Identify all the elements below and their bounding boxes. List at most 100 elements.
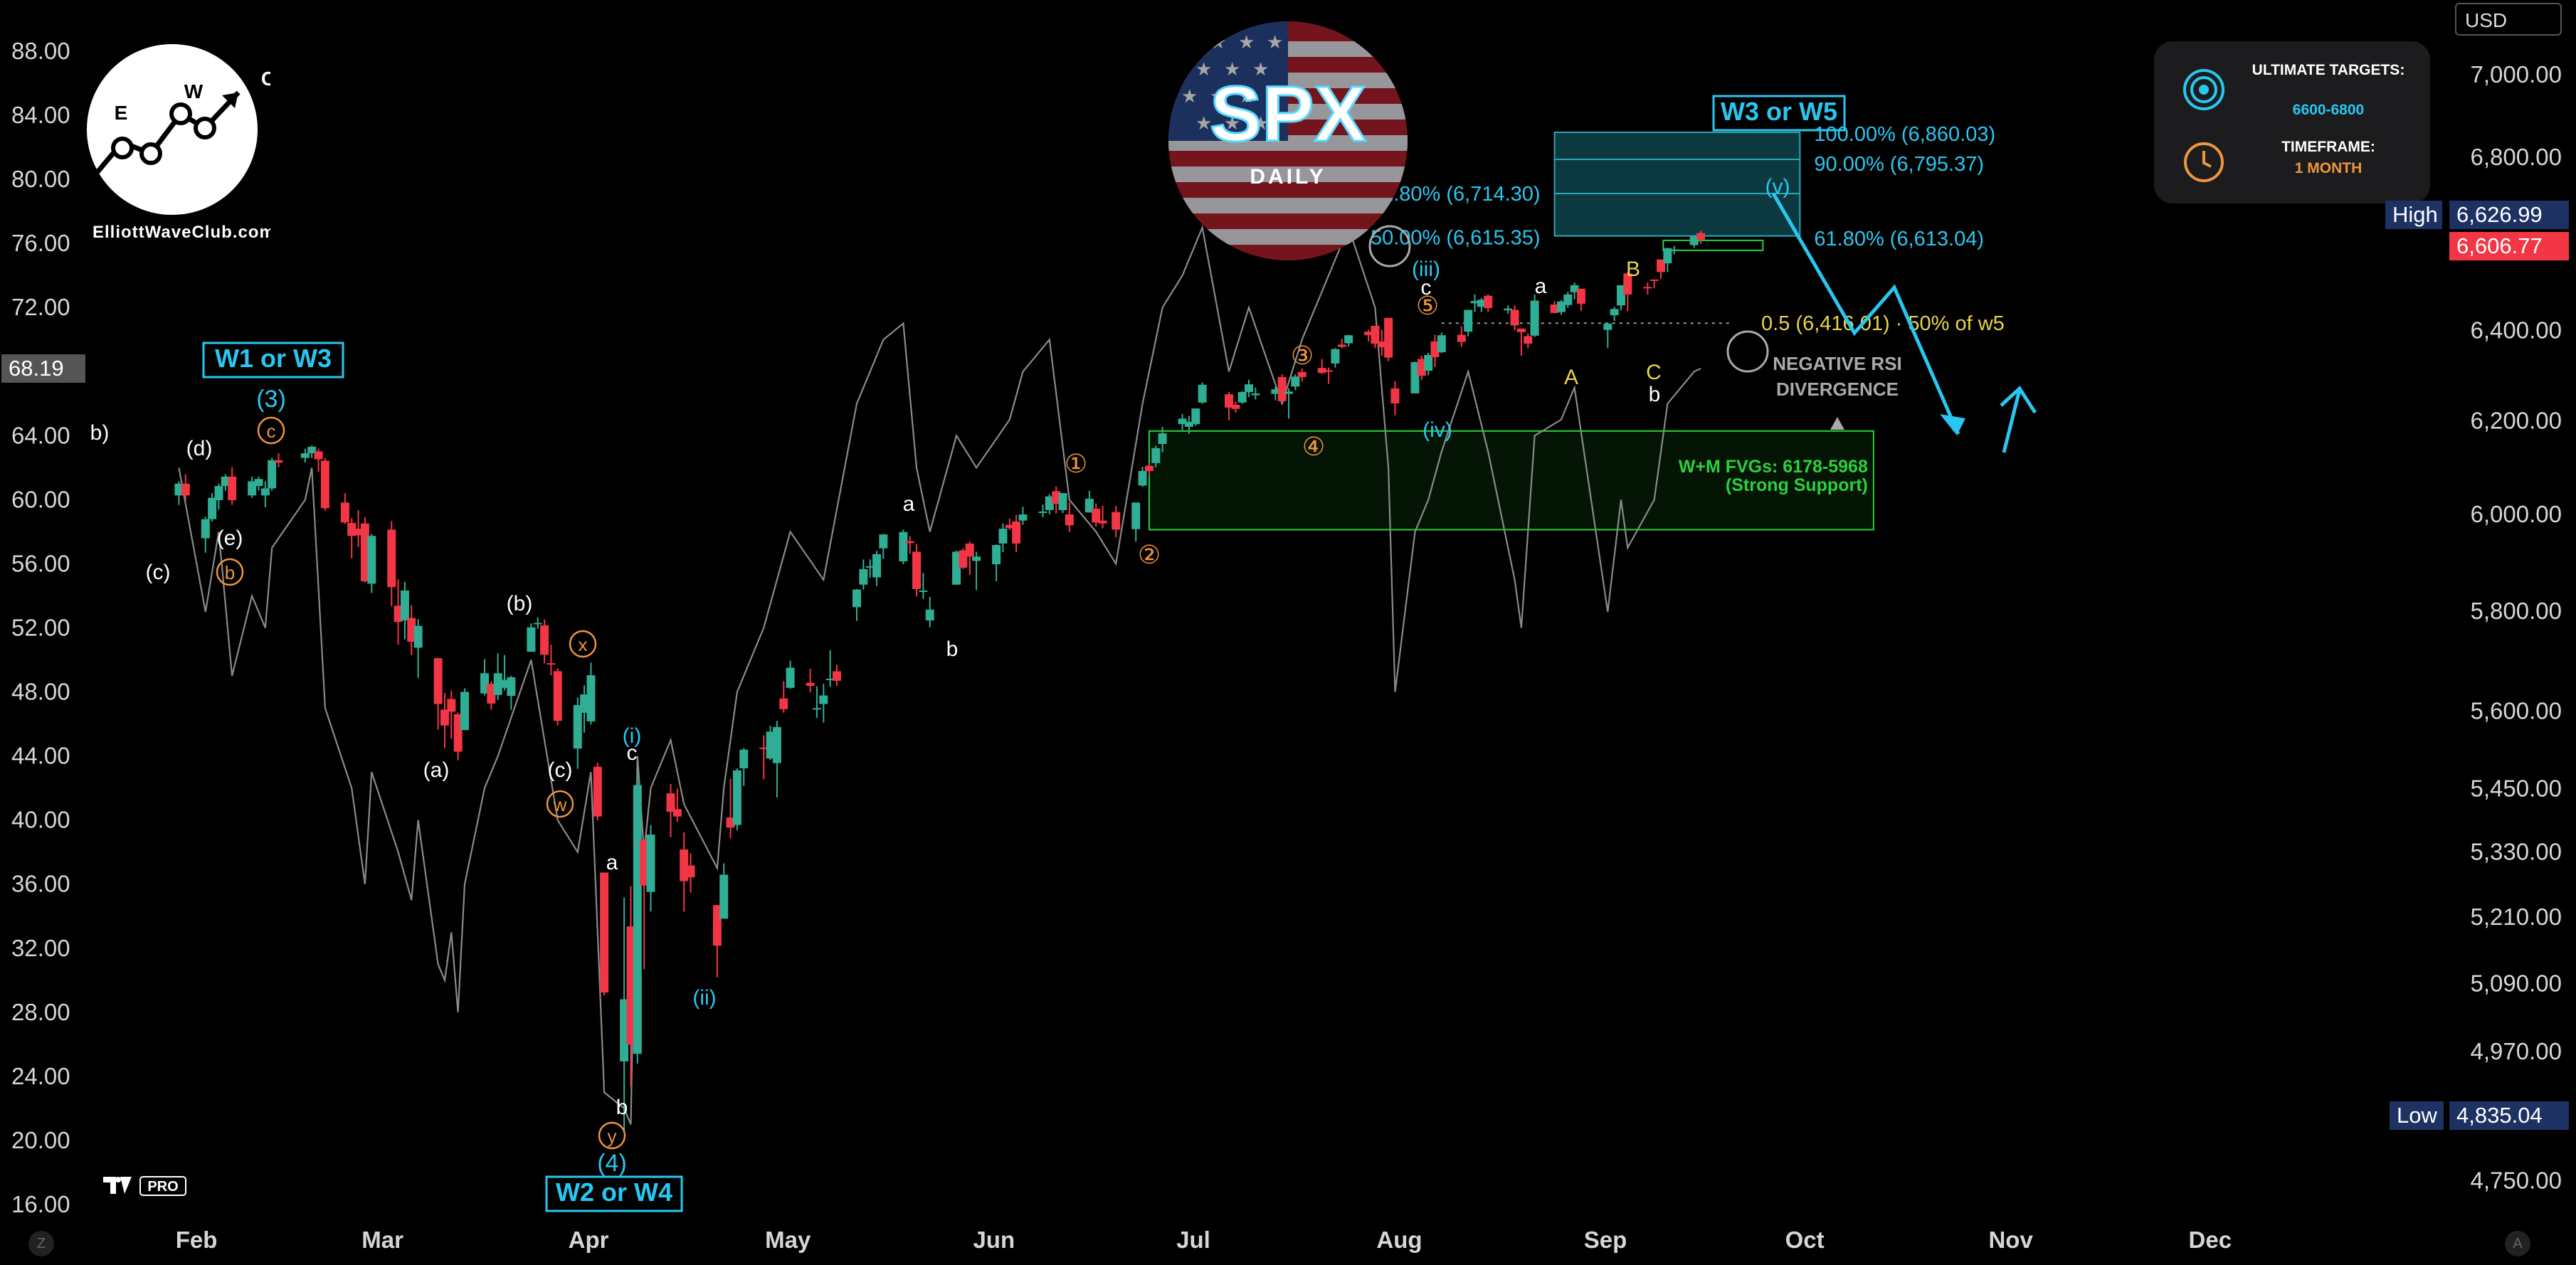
candle-body [620, 999, 629, 1062]
candle-body [1530, 300, 1539, 336]
price-tick-label: 6,200.00 [2471, 408, 2562, 434]
svg-text:★: ★ [1252, 112, 1269, 134]
candle-body [480, 673, 490, 694]
wave-circle [216, 558, 244, 586]
candle-body [1377, 341, 1386, 348]
divergence-circle [1368, 225, 1411, 268]
candle-body [214, 486, 223, 501]
candle-body [1570, 285, 1579, 292]
candle-body [965, 543, 974, 557]
target-icon [2183, 69, 2224, 110]
rsi-tick-label: 56.00 [11, 550, 70, 576]
wave-circled-x: x [579, 634, 588, 655]
svg-text:★: ★ [1181, 31, 1198, 53]
candle-body [1191, 408, 1200, 425]
candle-body [739, 749, 749, 768]
candle-body [832, 671, 841, 681]
logo-site-text: ElliottWaveClub.com [93, 223, 270, 242]
wave-circled-2: ② [1138, 540, 1161, 569]
candle-body [1364, 332, 1373, 336]
candle-body [268, 460, 277, 489]
candle-body [320, 460, 329, 509]
rsi-tick-label: 88.00 [11, 38, 70, 64]
candle-body [493, 673, 502, 695]
candle-body [500, 679, 510, 688]
high-value: 6,626.99 [2449, 201, 2569, 229]
candle-body [1470, 301, 1479, 304]
candle-body [1012, 522, 1021, 544]
month-label: Oct [1785, 1227, 1825, 1253]
low-value: 4,835.04 [2449, 1101, 2569, 1130]
svg-text:★: ★ [1224, 112, 1240, 134]
candle-body [672, 809, 682, 817]
wave-label-b-3: b [1649, 383, 1661, 406]
wave-label-d-paren: (d) [186, 437, 213, 460]
price-tick-label: 6,400.00 [2471, 317, 2562, 343]
candle-body [1065, 514, 1074, 526]
candle-body [646, 834, 655, 892]
candle-body [487, 684, 496, 704]
wave-circled-c-yellow: C [1646, 361, 1662, 384]
candle-body [1410, 361, 1420, 393]
price-axis: 7,000.00 6,800.00 6,400.00 6,200.00 6,000.00… [2471, 61, 2562, 1194]
wave-circled-1: ① [1065, 449, 1087, 478]
candle-body [680, 849, 689, 882]
price-tick-label: 4,970.00 [2471, 1038, 2562, 1064]
candle-body [1058, 493, 1067, 510]
candle-body [394, 605, 403, 623]
candle-body [819, 695, 828, 704]
divergence-label-line1: NEGATIVE RSI [1773, 353, 1902, 374]
auto-scale-icon[interactable]: A [2505, 1231, 2530, 1256]
price-tick-label: 5,090.00 [2471, 970, 2562, 996]
candle-body [1477, 300, 1486, 307]
candle-body [1038, 511, 1047, 513]
fib-label-90: 90.00% (6,795.37) [1814, 153, 1984, 176]
svg-text:★: ★ [1210, 85, 1226, 107]
rsi-tick-label: 36.00 [11, 871, 70, 897]
rsi-tick-label: 24.00 [11, 1063, 70, 1089]
zoom-icon[interactable]: Z [28, 1231, 54, 1256]
candle-body [553, 671, 562, 721]
candle-body [367, 536, 376, 584]
candle-body [825, 679, 835, 681]
fib-half-label: 0.5 (6,416.01) · 50% of w5 [1761, 312, 2005, 335]
tradingview-logo: PRO [103, 1173, 210, 1202]
candle-body [307, 446, 317, 454]
wave-label-e-paren: (e) [217, 526, 243, 550]
candle-body [712, 905, 722, 946]
candle-body [1669, 249, 1679, 251]
wave-label-a-2: a [903, 492, 915, 516]
candle-body [1623, 273, 1632, 295]
candle-body [1337, 344, 1346, 347]
wave-label-a-paren: (a) [423, 758, 450, 782]
wave-circle [546, 790, 574, 818]
candle-body [686, 865, 695, 878]
timeframe-value: 1 MONTH [2294, 160, 2363, 176]
candle-body [354, 529, 363, 536]
candle-body [260, 488, 270, 496]
wave-box-label: W2 or W4 [556, 1177, 672, 1207]
divergence-circle [1726, 330, 1769, 373]
candle-body [1098, 520, 1107, 524]
rsi-tick-label: 32.00 [11, 935, 70, 961]
targets-value: 6600-6800 [2292, 102, 2365, 118]
candle-body [925, 609, 934, 621]
month-label: Jul [1176, 1227, 1210, 1253]
candle-body [254, 479, 263, 487]
tv-pro-label: PRO [147, 1179, 178, 1195]
candle-body [879, 534, 888, 549]
candle-body [360, 523, 369, 581]
candle-body [527, 627, 536, 652]
candle-body [640, 840, 649, 886]
rsi-axis: 88.00 84.00 80.00 76.00 72.00 64.00 60.00 56.00… [11, 38, 70, 1217]
currency-selector[interactable]: USD [2455, 3, 2562, 36]
candle-body [1324, 370, 1334, 372]
month-label: Nov [1988, 1227, 2033, 1253]
candle-body [1689, 235, 1699, 245]
fvg-zone-layer: W+M FVGs: 6178-5968(Strong Support) [1148, 430, 1874, 531]
wave-circled-5: ⑤ [1416, 291, 1439, 320]
candle-body [208, 497, 217, 519]
rsi-overlay-layer [178, 224, 1701, 1125]
candle-body [1245, 384, 1253, 393]
